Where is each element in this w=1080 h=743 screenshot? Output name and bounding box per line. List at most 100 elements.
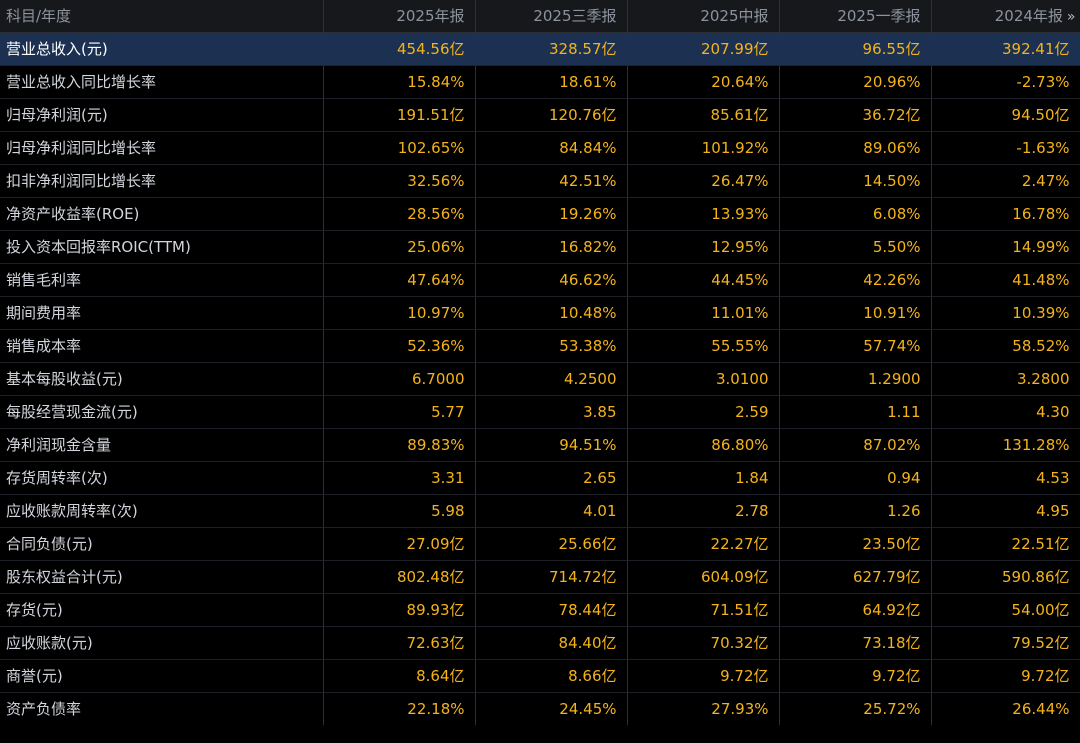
row-value: 10.48%	[475, 296, 628, 330]
table-row[interactable]: 每股经营现金流(元) 5.77 3.85 2.59 1.11 4.30	[0, 395, 1080, 429]
row-value: 12.95%	[627, 230, 780, 264]
row-value: 23.50亿	[779, 527, 932, 561]
table-row[interactable]: 销售毛利率 47.64% 46.62% 44.45% 42.26% 41.48%	[0, 263, 1080, 297]
chevron-double-right-icon[interactable]: »	[1066, 9, 1076, 26]
table-row[interactable]: 投入资本回报率ROIC(TTM) 25.06% 16.82% 12.95% 5.50% 1…	[0, 230, 1080, 264]
row-value: 42.26%	[779, 263, 932, 297]
row-value: 590.86亿	[931, 560, 1080, 594]
row-value: 8.64亿	[323, 659, 476, 693]
row-value: 3.85	[475, 395, 628, 429]
row-value: 1.2900	[779, 362, 932, 396]
table-row[interactable]: 归母净利润同比增长率 102.65% 84.84% 101.92% 89.06% -1.6…	[0, 131, 1080, 165]
row-value: 1.84	[627, 461, 780, 495]
row-label: 存货(元)	[0, 593, 324, 627]
table-row[interactable]: 基本每股收益(元) 6.7000 4.2500 3.0100 1.2900 3.2800	[0, 362, 1080, 396]
table-row[interactable]: 净利润现金含量 89.83% 94.51% 86.80% 87.02% 131.28%	[0, 428, 1080, 462]
table-row[interactable]: 扣非净利润同比增长率 32.56% 42.51% 26.47% 14.50% 2.47%	[0, 164, 1080, 198]
row-value: 26.44%	[931, 692, 1080, 725]
row-value: 6.7000	[323, 362, 476, 396]
row-value: 84.84%	[475, 131, 628, 165]
header-period[interactable]: 2025三季报	[475, 0, 628, 33]
row-value: 87.02%	[779, 428, 932, 462]
row-value: 57.74%	[779, 329, 932, 363]
table-row[interactable]: 营业总收入同比增长率 15.84% 18.61% 20.64% 20.96% -2.73%	[0, 65, 1080, 99]
header-period[interactable]: 2024年报»	[931, 0, 1080, 33]
row-value: 14.99%	[931, 230, 1080, 264]
financial-summary-table: 科目/年度 2025年报 2025三季报 2025中报 2025一季报 2024…	[0, 0, 1080, 725]
row-value: 64.92亿	[779, 593, 932, 627]
table-row[interactable]: 资产负债率 22.18% 24.45% 27.93% 25.72% 26.44%	[0, 692, 1080, 725]
row-value: 4.53	[931, 461, 1080, 495]
row-value: 8.66亿	[475, 659, 628, 693]
table-row[interactable]: 营业总收入(元) 454.56亿 328.57亿 207.99亿 96.55亿 392.4…	[0, 32, 1080, 66]
table-row[interactable]: 商誉(元) 8.64亿 8.66亿 9.72亿 9.72亿 9.72亿	[0, 659, 1080, 693]
row-value: 454.56亿	[323, 32, 476, 66]
row-value: 73.18亿	[779, 626, 932, 660]
table-row[interactable]: 合同负债(元) 27.09亿 25.66亿 22.27亿 23.50亿 22.51亿	[0, 527, 1080, 561]
table-row[interactable]: 销售成本率 52.36% 53.38% 55.55% 57.74% 58.52%	[0, 329, 1080, 363]
row-value: 36.72亿	[779, 98, 932, 132]
row-value: 9.72亿	[931, 659, 1080, 693]
table-row[interactable]: 存货周转率(次) 3.31 2.65 1.84 0.94 4.53	[0, 461, 1080, 495]
row-label: 销售成本率	[0, 329, 324, 363]
row-label: 股东权益合计(元)	[0, 560, 324, 594]
table-row[interactable]: 股东权益合计(元) 802.48亿 714.72亿 604.09亿 627.79亿 590…	[0, 560, 1080, 594]
row-value: 52.36%	[323, 329, 476, 363]
row-value: 6.08%	[779, 197, 932, 231]
header-period[interactable]: 2025一季报	[779, 0, 932, 33]
row-value: 191.51亿	[323, 98, 476, 132]
row-label: 期间费用率	[0, 296, 324, 330]
row-value: 392.41亿	[931, 32, 1080, 66]
table-row[interactable]: 期间费用率 10.97% 10.48% 11.01% 10.91% 10.39%	[0, 296, 1080, 330]
row-value: 41.48%	[931, 263, 1080, 297]
row-label: 归母净利润同比增长率	[0, 131, 324, 165]
row-value: 102.65%	[323, 131, 476, 165]
row-label: 商誉(元)	[0, 659, 324, 693]
header-period[interactable]: 2025中报	[627, 0, 780, 33]
row-value: 3.31	[323, 461, 476, 495]
row-label: 净资产收益率(ROE)	[0, 197, 324, 231]
row-value: 9.72亿	[779, 659, 932, 693]
header-period[interactable]: 2025年报	[323, 0, 476, 33]
row-value: 101.92%	[627, 131, 780, 165]
table-row[interactable]: 归母净利润(元) 191.51亿 120.76亿 85.61亿 36.72亿 94.50亿	[0, 98, 1080, 132]
row-value: 27.93%	[627, 692, 780, 725]
row-value: 47.64%	[323, 263, 476, 297]
row-value: 72.63亿	[323, 626, 476, 660]
row-value: 53.38%	[475, 329, 628, 363]
row-value: 14.50%	[779, 164, 932, 198]
row-value: 10.97%	[323, 296, 476, 330]
table-row[interactable]: 存货(元) 89.93亿 78.44亿 71.51亿 64.92亿 54.00亿	[0, 593, 1080, 627]
row-value: 2.65	[475, 461, 628, 495]
row-value: 11.01%	[627, 296, 780, 330]
row-value: 26.47%	[627, 164, 780, 198]
row-label: 每股经营现金流(元)	[0, 395, 324, 429]
row-value: 89.06%	[779, 131, 932, 165]
row-label: 扣非净利润同比增长率	[0, 164, 324, 198]
row-value: 9.72亿	[627, 659, 780, 693]
table-row[interactable]: 应收账款周转率(次) 5.98 4.01 2.78 1.26 4.95	[0, 494, 1080, 528]
row-value: 5.77	[323, 395, 476, 429]
row-value: 328.57亿	[475, 32, 628, 66]
row-value: 79.52亿	[931, 626, 1080, 660]
row-value: 20.96%	[779, 65, 932, 99]
row-value: 24.45%	[475, 692, 628, 725]
row-value: 42.51%	[475, 164, 628, 198]
row-value: 1.11	[779, 395, 932, 429]
row-value: 84.40亿	[475, 626, 628, 660]
row-value: 16.82%	[475, 230, 628, 264]
row-value: 55.55%	[627, 329, 780, 363]
row-value: -1.63%	[931, 131, 1080, 165]
table-row[interactable]: 应收账款(元) 72.63亿 84.40亿 70.32亿 73.18亿 79.52亿	[0, 626, 1080, 660]
row-value: 2.59	[627, 395, 780, 429]
table-row[interactable]: 净资产收益率(ROE) 28.56% 19.26% 13.93% 6.08% 16.78%	[0, 197, 1080, 231]
row-value: 19.26%	[475, 197, 628, 231]
row-value: 32.56%	[323, 164, 476, 198]
row-value: 54.00亿	[931, 593, 1080, 627]
row-value: 5.50%	[779, 230, 932, 264]
row-value: 10.39%	[931, 296, 1080, 330]
row-label: 投入资本回报率ROIC(TTM)	[0, 230, 324, 264]
row-value: 4.2500	[475, 362, 628, 396]
row-label: 营业总收入(元)	[0, 32, 324, 66]
row-value: 0.94	[779, 461, 932, 495]
